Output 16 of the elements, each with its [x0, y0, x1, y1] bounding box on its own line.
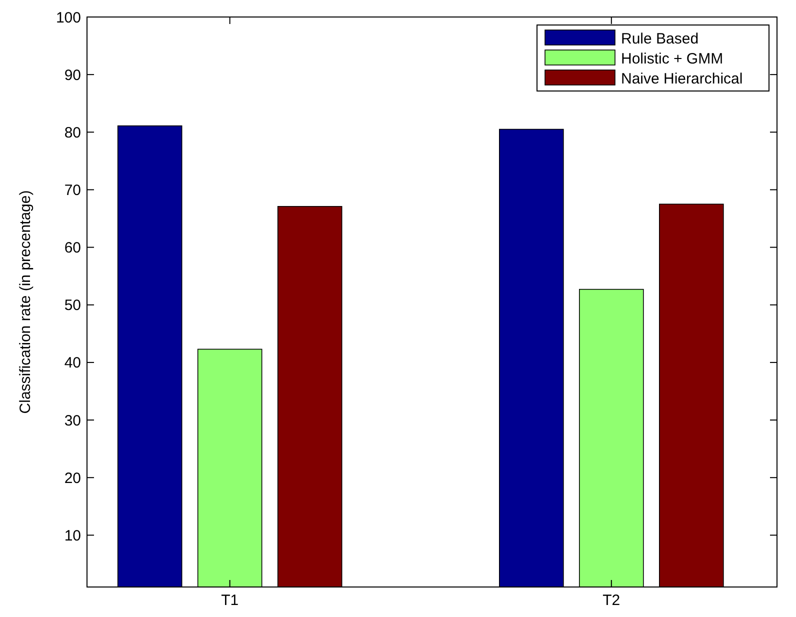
- y-tick-label: 100: [56, 9, 81, 26]
- y-tick-label: 80: [64, 124, 81, 142]
- y-tick-label: 30: [64, 412, 81, 430]
- y-tick-label: 10: [64, 527, 81, 544]
- x-tick-label: T2: [602, 592, 620, 609]
- x-tick-label: T1: [221, 592, 239, 609]
- legend-label: Naive Hierarchical: [621, 70, 743, 88]
- legend-label: Holistic + GMM: [621, 50, 724, 68]
- y-tick-label: 20: [64, 470, 81, 487]
- y-tick-label: 60: [64, 240, 81, 257]
- y-tick-label: 90: [64, 66, 81, 84]
- y-tick-label: 40: [64, 354, 81, 372]
- y-tick-label: 70: [64, 182, 81, 199]
- y-axis-title: Classification rate (in precentage): [17, 190, 34, 414]
- legend-label: Rule Based: [621, 30, 699, 48]
- y-tick-label: 50: [64, 297, 81, 314]
